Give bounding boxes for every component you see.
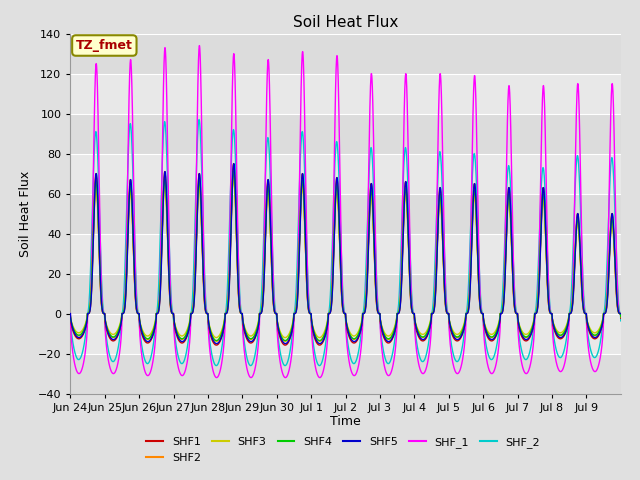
X-axis label: Time: Time <box>330 415 361 429</box>
Bar <box>70 154 621 193</box>
Text: TZ_fmet: TZ_fmet <box>76 39 132 52</box>
Legend: SHF1, SHF2, SHF3, SHF4, SHF5, SHF_1, SHF_2: SHF1, SHF2, SHF3, SHF4, SHF5, SHF_1, SHF… <box>142 433 545 467</box>
Bar <box>70 234 621 274</box>
Bar <box>70 274 621 313</box>
Bar <box>70 34 621 73</box>
Bar <box>70 114 621 154</box>
Bar <box>70 354 621 394</box>
Bar <box>70 73 621 114</box>
Bar <box>70 193 621 234</box>
Bar <box>70 313 621 354</box>
Title: Soil Heat Flux: Soil Heat Flux <box>293 15 398 30</box>
Y-axis label: Soil Heat Flux: Soil Heat Flux <box>19 170 32 257</box>
